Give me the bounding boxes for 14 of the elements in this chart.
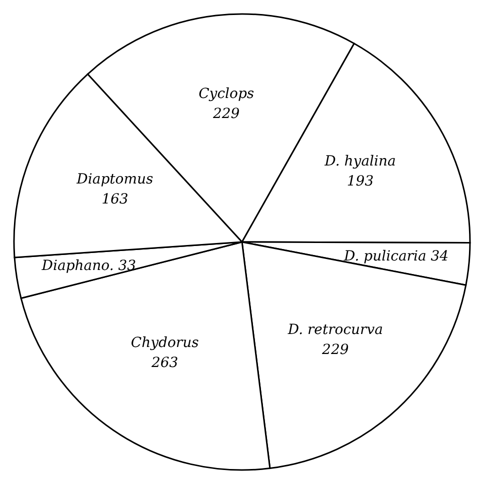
data-label: 229 — [212, 106, 240, 122]
slice-label: D. retrocurva — [286, 322, 383, 338]
slice-label: D. hyalina — [324, 153, 396, 170]
slice-label: D. pulicaria — [344, 248, 426, 265]
data-label: 229 — [321, 342, 349, 358]
data-label: 193 — [346, 173, 374, 190]
data-label: 263 — [150, 354, 178, 371]
slice-label: Diaphano. — [42, 258, 114, 274]
data-label: 34 — [430, 248, 449, 265]
slice-label: Diaptomus — [76, 171, 154, 188]
data-label: 33 — [118, 258, 136, 274]
slice-label: Chydorus — [130, 334, 199, 351]
data-label: 163 — [102, 191, 128, 208]
slice-label: Cyclops — [198, 86, 254, 102]
